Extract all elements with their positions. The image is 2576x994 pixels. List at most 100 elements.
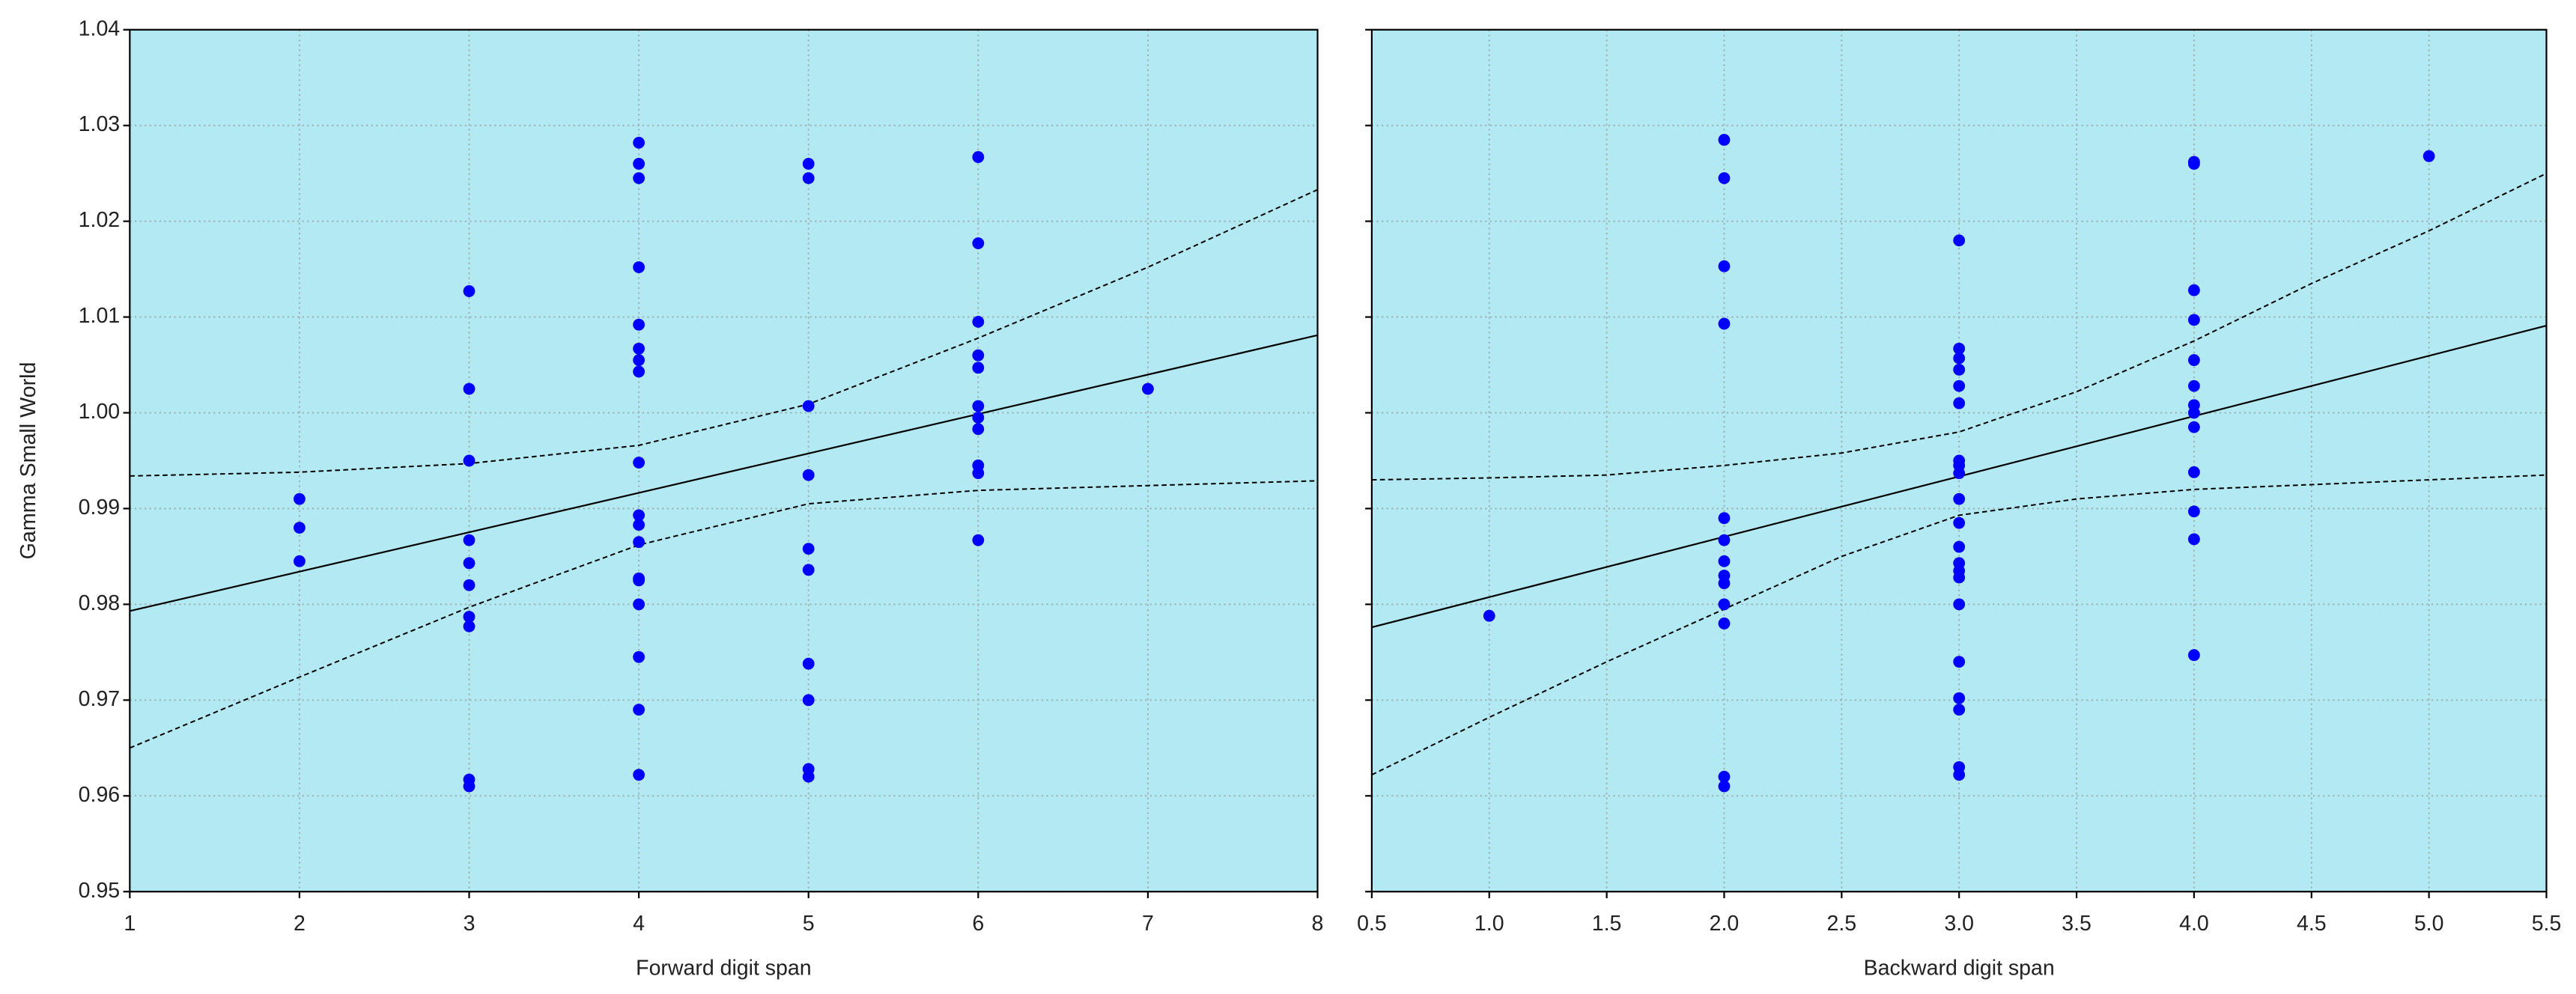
point <box>1718 618 1731 629</box>
point <box>633 136 645 149</box>
point <box>2188 533 2200 546</box>
point <box>1953 769 1966 781</box>
point <box>1718 577 1731 590</box>
point <box>1718 172 1731 184</box>
point <box>1953 493 1966 505</box>
point <box>802 469 815 481</box>
x-tick-label: 4.0 <box>2179 912 2209 936</box>
x-tick-label: 2.5 <box>1827 912 1857 936</box>
point <box>1718 133 1731 146</box>
point <box>2188 157 2200 170</box>
x-tick-label: 7 <box>1142 912 1154 936</box>
confidence-band <box>130 189 1318 477</box>
point <box>1953 540 1966 553</box>
point <box>1953 397 1966 409</box>
plot-area <box>130 29 1318 892</box>
point <box>1718 534 1731 546</box>
point <box>802 657 815 670</box>
point <box>633 769 645 781</box>
x-axis-title: Backward digit span <box>1864 956 2055 980</box>
y-tick-label: 0.95 <box>79 879 120 903</box>
x-axis-title: Forward digit span <box>636 956 811 980</box>
point <box>633 354 645 367</box>
point <box>633 509 645 522</box>
point <box>1141 382 1154 395</box>
point <box>1953 571 1966 584</box>
x-tick-label: 0.5 <box>1357 912 1387 936</box>
point <box>463 611 476 623</box>
x-tick-label: 4.5 <box>2297 912 2327 936</box>
point <box>972 400 985 412</box>
point <box>1953 363 1966 376</box>
point <box>802 157 815 170</box>
point <box>972 534 985 546</box>
y-tick-label: 1.03 <box>79 112 120 136</box>
point <box>1718 598 1731 611</box>
point <box>1718 317 1731 330</box>
point <box>633 365 645 378</box>
point <box>633 157 645 170</box>
x-tick-label: 3.0 <box>1944 912 1974 936</box>
point <box>1718 260 1731 272</box>
point <box>1953 692 1966 704</box>
point <box>1953 656 1966 668</box>
y-tick-label: 1.04 <box>79 16 121 40</box>
point <box>633 704 645 716</box>
x-tick-label: 1.0 <box>1474 912 1504 936</box>
x-tick-label: 1.5 <box>1592 912 1622 936</box>
point <box>2188 421 2200 433</box>
x-tick-label: 2.0 <box>1710 912 1740 936</box>
point <box>2188 284 2200 296</box>
point <box>633 261 645 273</box>
point <box>802 564 815 576</box>
point <box>802 770 815 783</box>
confidence-band <box>1371 474 2547 776</box>
point <box>1953 467 1966 480</box>
point <box>802 694 815 707</box>
point <box>972 349 985 362</box>
point <box>1718 555 1731 567</box>
point <box>463 534 476 546</box>
point <box>1953 379 1966 392</box>
x-tick-label: 1 <box>124 912 136 936</box>
point <box>802 400 815 412</box>
point <box>1718 770 1731 783</box>
point <box>1483 609 1495 622</box>
point <box>972 362 985 374</box>
point <box>633 650 645 663</box>
point <box>463 620 476 632</box>
point <box>1953 234 1966 247</box>
x-tick-label: 8 <box>1312 912 1324 936</box>
point <box>802 172 815 184</box>
x-tick-label: 3.5 <box>2062 912 2092 936</box>
point <box>633 574 645 587</box>
x-tick-label: 5 <box>803 912 815 936</box>
point <box>633 172 645 184</box>
point <box>2188 406 2200 419</box>
y-tick-label: 1.02 <box>79 208 120 232</box>
point <box>294 555 306 567</box>
confidence-band <box>129 480 1318 749</box>
plot-frame <box>1370 28 2548 893</box>
point <box>972 411 985 424</box>
point <box>633 598 645 611</box>
y-tick-label: 0.99 <box>79 496 120 519</box>
point <box>463 557 476 570</box>
y-tick-label: 1.01 <box>79 304 120 328</box>
point <box>633 519 645 531</box>
point <box>633 318 645 331</box>
point <box>972 423 985 436</box>
point <box>972 150 985 163</box>
x-tick-label: 5.5 <box>2532 912 2562 936</box>
point <box>1953 342 1966 355</box>
point <box>463 454 476 467</box>
point <box>2188 649 2200 662</box>
y-tick-label: 1.00 <box>79 400 120 424</box>
plot-frame <box>129 28 1319 893</box>
point <box>2188 354 2200 367</box>
point <box>633 457 645 469</box>
x-tick-label: 2 <box>294 912 306 936</box>
point <box>463 285 476 297</box>
